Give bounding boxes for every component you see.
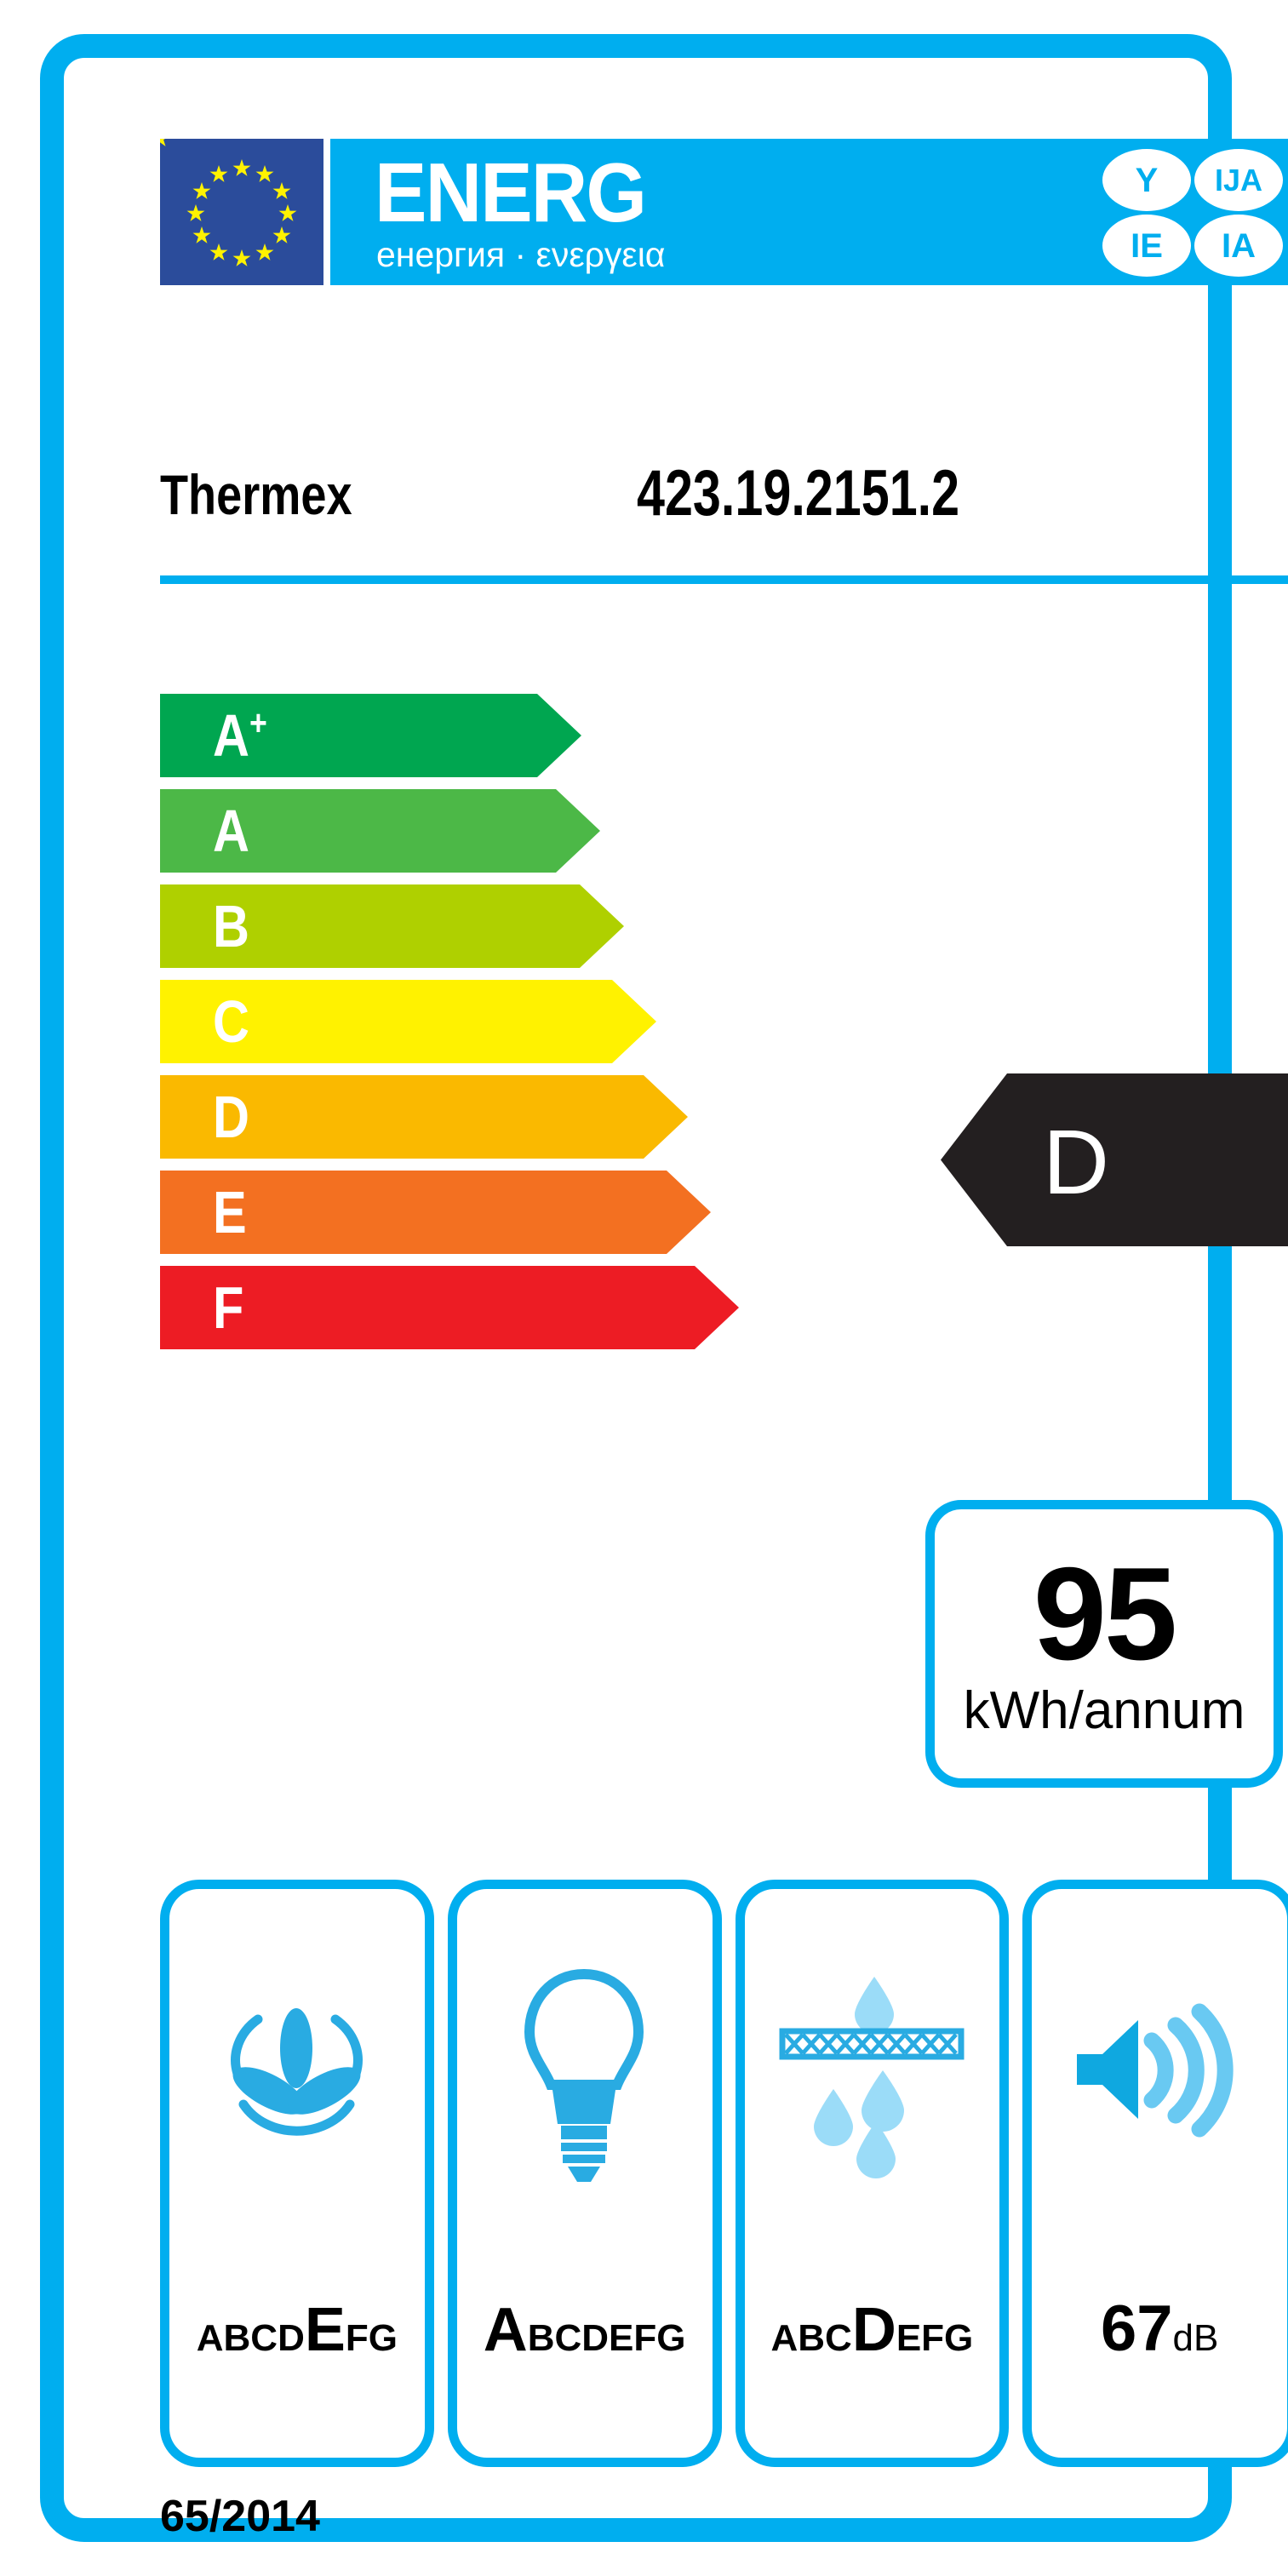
label-header: ENERG енергия · ενεργεια Y IJA IE IA bbox=[151, 129, 1288, 285]
brand-name: Thermex bbox=[160, 463, 352, 526]
energy-bar-label: A bbox=[213, 798, 249, 864]
eu-stars-svg bbox=[151, 129, 297, 266]
rating-prefix: ABCD bbox=[196, 2317, 305, 2359]
energy-bar-label: F bbox=[213, 1274, 244, 1341]
rating-suffix: BCDEFG bbox=[527, 2317, 686, 2359]
energy-bar-shape bbox=[160, 694, 581, 777]
annual-consumption-box: 95 kWh/annum bbox=[925, 1500, 1283, 1788]
circle-y: Y bbox=[1102, 149, 1191, 211]
fan-icon-svg bbox=[231, 2008, 364, 2136]
rating-highlight: D bbox=[851, 2296, 896, 2364]
noise-level-value: 67 bbox=[1100, 2293, 1173, 2365]
energy-bar-label: C bbox=[213, 988, 249, 1055]
circle-y-label: Y bbox=[1135, 161, 1159, 199]
fluid-dynamic-efficiency-rating: ABCDEFG bbox=[169, 2299, 425, 2361]
circle-ia: IA bbox=[1194, 215, 1283, 277]
annual-consumption-unit: kWh/annum bbox=[963, 1681, 1245, 1740]
circle-ija: IJA bbox=[1194, 149, 1283, 211]
regulation-number: 65/2014 bbox=[160, 2492, 320, 2541]
brand-model-row: Thermex 423.19.2151.2 bbox=[160, 461, 1288, 560]
energy-bar-label: A+ bbox=[213, 702, 267, 769]
model-number: 423.19.2151.2 bbox=[637, 457, 960, 530]
metric-boxes: ABCDEFG ABCDEFG bbox=[160, 1880, 1288, 2467]
energy-bar-d: D bbox=[160, 1075, 1011, 1159]
metric-box-noise-level: 67dB bbox=[1022, 1880, 1288, 2467]
language-circles: Y IJA IE IA bbox=[1102, 149, 1283, 277]
lighting-efficiency-rating: ABCDEFG bbox=[457, 2299, 713, 2361]
energy-bar-shape bbox=[160, 1075, 688, 1159]
energy-class-badge: D bbox=[941, 1073, 1288, 1246]
annual-consumption-value: 95 bbox=[1033, 1540, 1177, 1687]
rating-highlight: E bbox=[304, 2296, 346, 2364]
energy-bar-e: E bbox=[160, 1171, 1011, 1254]
header-divider bbox=[160, 575, 1288, 584]
energy-bar-shape bbox=[160, 1266, 739, 1349]
energy-bar-shape bbox=[160, 789, 600, 873]
metric-box-fluid-dynamic-efficiency: ABCDEFG bbox=[160, 1880, 434, 2467]
noise-level-rating: 67dB bbox=[1032, 2297, 1287, 2361]
energy-class-scale: A+ A B C D E F bbox=[160, 694, 1011, 1361]
energy-bar-label: D bbox=[213, 1084, 249, 1150]
energy-bar-a: A bbox=[160, 789, 1011, 873]
grease-filter-icon bbox=[745, 1949, 1000, 2204]
energ-subtitle: енергия · ενεργεια bbox=[376, 235, 666, 274]
speaker-icon-svg bbox=[1077, 2003, 1234, 2137]
energy-bar-shape bbox=[160, 980, 656, 1063]
energ-banner: ENERG енергия · ενεργεια Y IJA IE IA bbox=[330, 139, 1288, 285]
energy-bar-label: B bbox=[213, 893, 249, 959]
energy-bar-label: E bbox=[213, 1179, 247, 1245]
energy-class-badge-letter: D bbox=[1043, 1110, 1109, 1213]
energy-bar-shape bbox=[160, 884, 624, 968]
rating-prefix: ABC bbox=[770, 2317, 852, 2359]
speaker-icon bbox=[1032, 1949, 1287, 2204]
noise-level-unit: dB bbox=[1172, 2317, 1219, 2359]
circle-ie: IE bbox=[1102, 215, 1191, 277]
grease-filter-icon-svg bbox=[779, 1977, 965, 2178]
metric-box-lighting-efficiency: ABCDEFG bbox=[447, 1880, 722, 2467]
rating-suffix: EFG bbox=[896, 2317, 974, 2359]
label-frame: ENERG енергия · ενεργεια Y IJA IE IA The… bbox=[40, 34, 1288, 2542]
energy-bar-b: B bbox=[160, 884, 1011, 968]
rating-suffix: FG bbox=[345, 2317, 398, 2359]
lightbulb-icon bbox=[457, 1949, 713, 2204]
rating-highlight: A bbox=[483, 2296, 528, 2364]
energ-wordmark: ENERG bbox=[375, 146, 647, 239]
energy-bar-c: C bbox=[160, 980, 1011, 1063]
circle-ie-label: IE bbox=[1131, 226, 1163, 265]
energy-bar-plus: + bbox=[249, 702, 267, 743]
lightbulb-icon-svg bbox=[524, 1968, 644, 2182]
eu-flag-icon bbox=[151, 129, 323, 285]
energy-bar-aplus: A+ bbox=[160, 694, 1011, 777]
metric-box-grease-filtering-efficiency: ABCDEFG bbox=[735, 1880, 1010, 2467]
fan-icon bbox=[169, 1949, 425, 2204]
grease-filtering-efficiency-rating: ABCDEFG bbox=[745, 2299, 1000, 2361]
energy-bar-f: F bbox=[160, 1266, 1011, 1349]
circle-ija-label: IJA bbox=[1214, 162, 1263, 197]
energy-bar-shape bbox=[160, 1171, 711, 1254]
circle-ia-label: IA bbox=[1222, 226, 1256, 265]
